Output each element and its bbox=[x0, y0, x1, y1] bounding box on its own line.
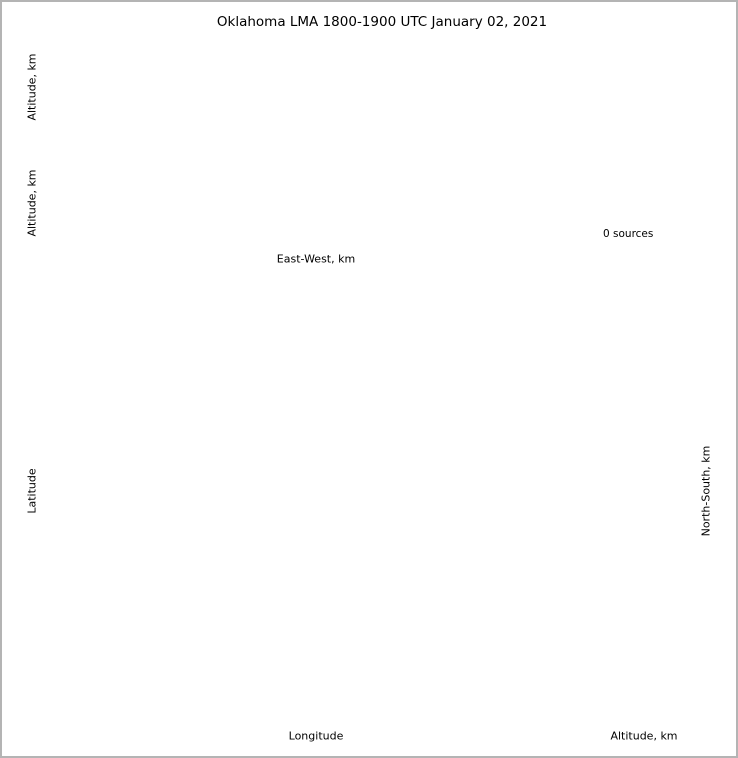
sources-count-annotation: 0 sources bbox=[603, 228, 654, 240]
map-xlabel: Longitude bbox=[288, 729, 344, 743]
map-ylabel: Latitude bbox=[25, 468, 39, 514]
ns-height-xlabel: Altitude, km bbox=[610, 729, 678, 743]
ns-height-ylabel: North-South, km bbox=[699, 445, 713, 537]
time-height-ylabel: Altitude, km bbox=[25, 53, 39, 121]
ew-height-xlabel: East-West, km bbox=[276, 252, 356, 266]
ew-height-ylabel: Altitude, km bbox=[25, 169, 39, 237]
plot-title: Oklahoma LMA 1800-1900 UTC January 02, 2… bbox=[216, 14, 548, 30]
